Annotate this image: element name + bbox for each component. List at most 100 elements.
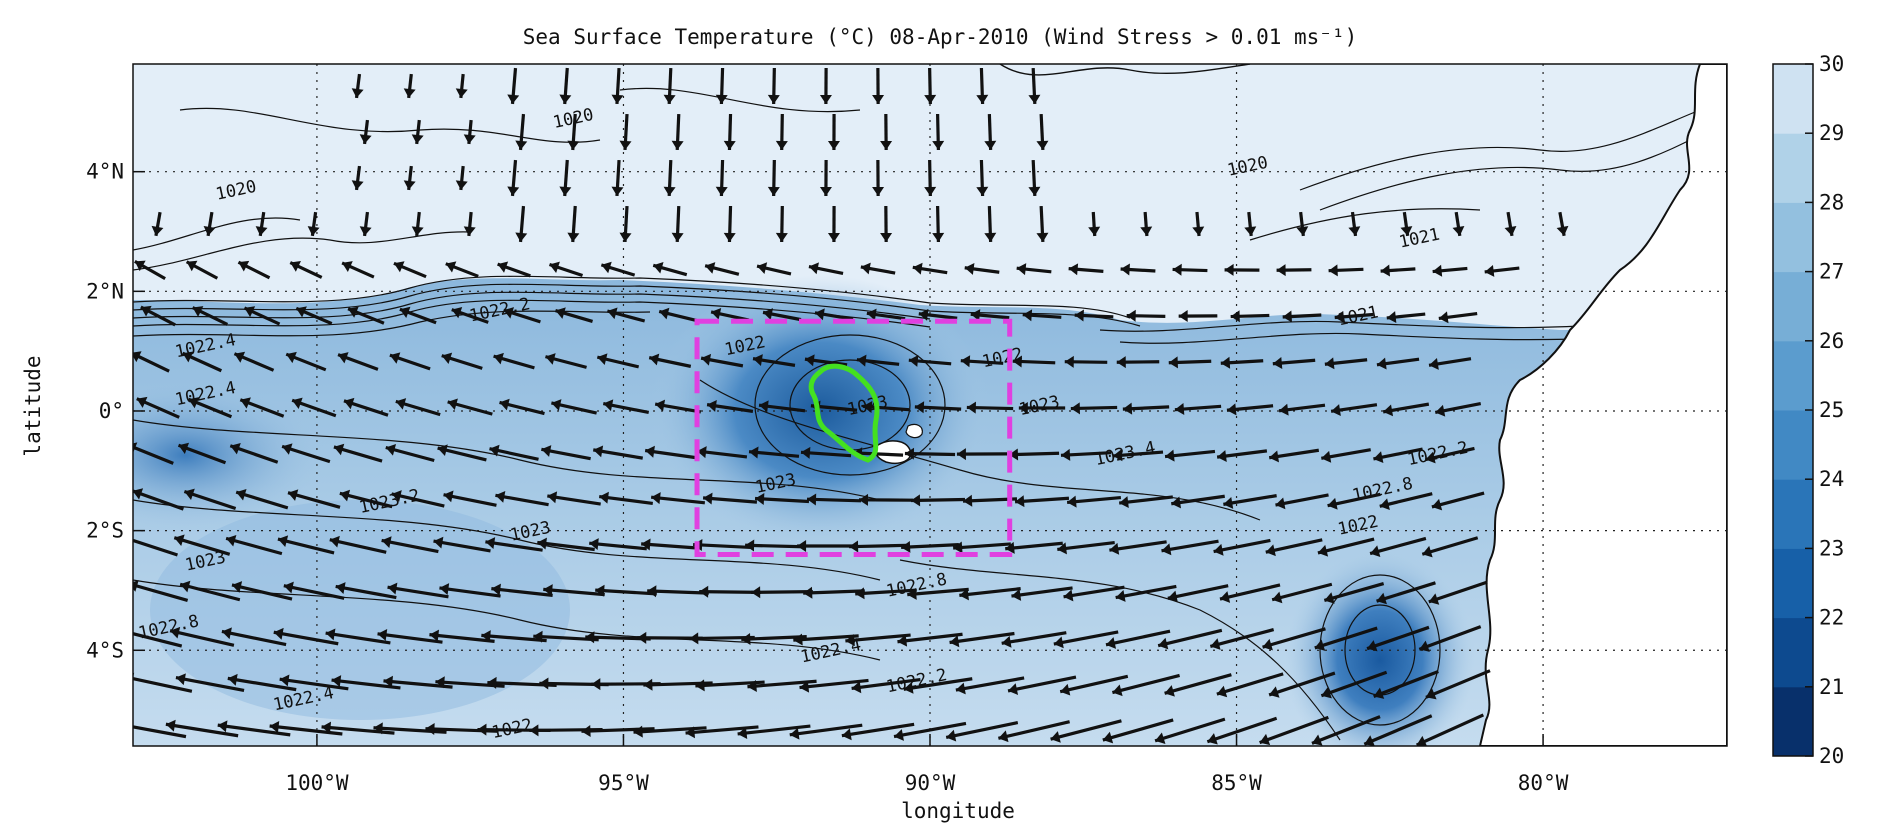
wind-vector: [1115, 584, 1177, 600]
wind-vector-head: [585, 631, 595, 644]
wind-vector: [443, 493, 497, 507]
wind-vector: [1057, 540, 1115, 552]
colorbar-segment: [1773, 686, 1813, 757]
wind-vector-head: [1192, 226, 1205, 236]
wind-vector-head: [541, 445, 552, 457]
wind-vector-head: [1105, 637, 1117, 649]
galapagos-island-2: [905, 423, 923, 439]
wind-vector-head: [707, 400, 717, 412]
wind-vector-head: [1070, 402, 1080, 415]
wind-vector-head: [611, 186, 624, 196]
wind-vector: [1363, 714, 1433, 746]
wind-vector-head: [497, 261, 509, 273]
wind-vector: [133, 632, 183, 648]
wind-vector-head: [445, 261, 457, 273]
wind-vector-head: [383, 675, 393, 688]
wind-vector-head: [747, 680, 757, 693]
wind-vector: [641, 542, 699, 550]
wind-vector-head: [984, 232, 997, 242]
wind-vector: [1262, 627, 1326, 649]
wind-vector-head: [767, 186, 780, 196]
wind-vector-head: [487, 676, 497, 689]
wind-vector-head: [1008, 448, 1019, 461]
wind-vector-head: [960, 355, 971, 368]
wind-vector-head: [872, 94, 885, 104]
wind-vector-head: [804, 354, 815, 367]
wind-vector-head: [611, 94, 624, 104]
wind-vector-head: [1226, 403, 1237, 416]
wind-vector-head: [186, 260, 198, 272]
wind-vector: [699, 590, 761, 594]
colorbar-segment: [1773, 617, 1813, 688]
wind-vector-head: [455, 88, 468, 98]
wind-vector-head: [800, 446, 811, 459]
colorbar-segment: [1773, 271, 1813, 342]
wind-vector-head: [429, 629, 439, 642]
wind-vector-head: [1068, 263, 1079, 276]
wind-vector-head: [1028, 94, 1041, 104]
latitude-tick-labels: 4°N 2°N 0° 2°S 4°S: [86, 160, 145, 662]
wind-vector-head: [1230, 310, 1240, 323]
wind-vector-head: [763, 308, 773, 320]
wind-vector: [1219, 583, 1281, 601]
wind-vector-head: [441, 352, 453, 365]
wind-vector-head: [1116, 356, 1126, 369]
wind-vector-head: [845, 634, 855, 647]
colorbar-tick-label: 20: [1819, 744, 1844, 768]
wind-vector-head: [1112, 449, 1123, 462]
wind-vector-head: [775, 140, 788, 150]
wind-vector-head: [872, 186, 885, 196]
wind-vector-head: [819, 94, 832, 104]
wind-vector-head: [377, 629, 388, 641]
colorbar: 20 21 22 23 24 25 26 27 28 29 30: [1772, 52, 1844, 768]
wind-vector: [491, 587, 553, 597]
wind-vector: [633, 726, 707, 734]
wind-vector-head: [1556, 225, 1569, 236]
wind-vector: [329, 538, 387, 554]
wind-vector: [533, 634, 599, 642]
wind-vector-head: [1140, 226, 1153, 236]
wind-vector-head: [894, 729, 904, 741]
wind-vector: [481, 633, 547, 643]
wind-vector-head: [1015, 495, 1025, 508]
wind-vector-head: [1370, 545, 1381, 558]
colorbar-tick-label: 23: [1819, 536, 1844, 560]
wind-vector-head: [860, 262, 871, 275]
wind-vector-head: [671, 140, 684, 150]
wind-vector-head: [1178, 310, 1188, 323]
wind-vector: [133, 538, 178, 557]
wind-vector-head: [515, 232, 528, 242]
wind-vector-head: [1244, 226, 1257, 236]
wind-vector-head: [862, 400, 873, 413]
wind-vector-head: [1165, 449, 1175, 462]
wind-vector-head: [286, 351, 297, 364]
wind-vector: [485, 540, 543, 552]
wind-vector-head: [1376, 592, 1387, 605]
wind-vector-head: [1425, 688, 1437, 700]
x-axis-label: longitude: [901, 799, 1015, 823]
wind-vector-head: [924, 94, 937, 104]
lat-tick-label: 0°: [99, 399, 124, 423]
wind-vector-head: [699, 585, 709, 598]
wind-vector-head: [1217, 450, 1227, 462]
wind-vector-head: [970, 309, 981, 322]
wind-vector-head: [1383, 404, 1394, 417]
wind-vector: [221, 629, 287, 647]
wind-vector-head: [493, 352, 504, 365]
wind-vector-head: [1063, 589, 1074, 602]
wind-vector-head: [403, 88, 416, 98]
wind-vector: [1154, 717, 1226, 743]
wind-vector-head: [856, 354, 867, 367]
wind-vector: [650, 495, 706, 505]
wind-vector-head: [1311, 734, 1323, 746]
wind-vector-head: [651, 492, 661, 505]
wind-vector-head: [1269, 450, 1279, 463]
wind-vector-head: [240, 397, 251, 409]
wind-vector-head: [1122, 402, 1133, 415]
wind-vector-head: [924, 186, 937, 196]
colorbar-tick-label: 28: [1819, 190, 1844, 214]
wind-vector: [647, 589, 709, 595]
wind-vector-head: [359, 134, 372, 144]
wind-vector-head: [827, 140, 840, 150]
